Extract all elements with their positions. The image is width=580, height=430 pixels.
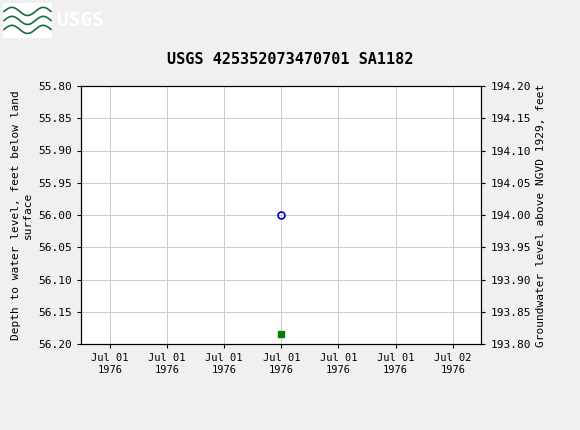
- Text: USGS 425352073470701 SA1182: USGS 425352073470701 SA1182: [167, 52, 413, 67]
- Legend: Period of approved data: Period of approved data: [194, 428, 368, 430]
- Text: USGS: USGS: [57, 11, 104, 30]
- Bar: [3, 3, 52, 37]
- Y-axis label: Depth to water level, feet below land
surface: Depth to water level, feet below land su…: [11, 90, 33, 340]
- Y-axis label: Groundwater level above NGVD 1929, feet: Groundwater level above NGVD 1929, feet: [536, 83, 546, 347]
